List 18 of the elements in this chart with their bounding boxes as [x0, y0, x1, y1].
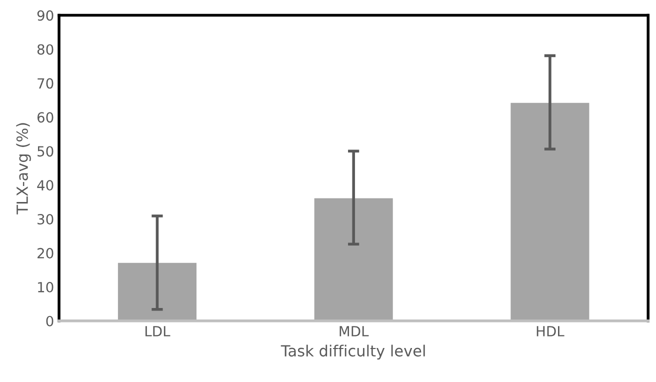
bar — [314, 198, 393, 321]
bar — [510, 102, 590, 321]
y-tick-label: 60 — [37, 112, 54, 123]
y-tick-label: 0 — [46, 316, 54, 326]
y-tick-label: 10 — [38, 282, 54, 292]
y-tick-label: 90 — [37, 10, 54, 21]
y-axis-title: TLX-avg (%) — [16, 123, 31, 214]
y-tick-label: 40 — [37, 180, 54, 191]
y-tick-label: 50 — [38, 146, 54, 157]
x-axis-title: Task difficulty level — [280, 344, 425, 360]
bar — [118, 262, 196, 321]
x-tick-label: LDL — [146, 326, 170, 336]
x-tick-label: MDL — [340, 326, 369, 336]
y-tick-label: 20 — [38, 248, 54, 258]
y-tick-label: 30 — [38, 214, 54, 224]
x-tick-label: HDL — [536, 326, 564, 336]
y-tick-label: 80 — [37, 44, 54, 55]
y-tick-label: 70 — [38, 78, 54, 89]
